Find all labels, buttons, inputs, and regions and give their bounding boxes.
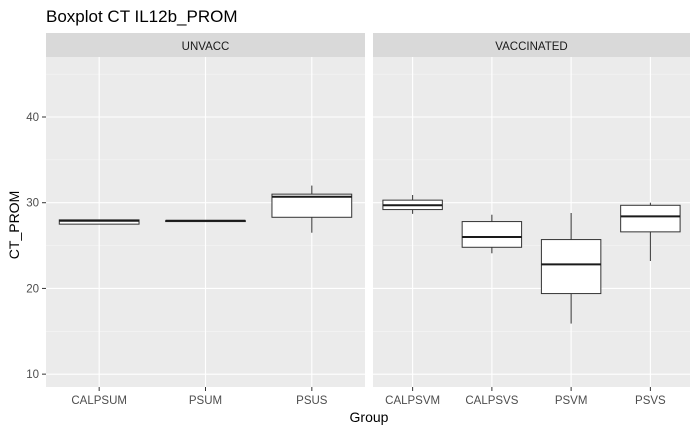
- x-tick-label: PSUS: [296, 395, 328, 407]
- box-psvs: [620, 202, 681, 261]
- x-tick-label: CALPSVS: [465, 395, 518, 407]
- box-iqr: [271, 193, 353, 218]
- box-calpsum: [58, 219, 140, 225]
- box-calpsvm: [382, 195, 443, 214]
- facet-strip-label: VACCINATED: [495, 41, 567, 53]
- box-psus: [271, 185, 353, 233]
- facet-strip: [373, 33, 690, 57]
- facet-panel-unvacc: UNVACC CALPSUM PSUM PSUS: [46, 33, 365, 407]
- y-tick-label: 10: [26, 369, 39, 381]
- y-axis-title: CT_PROM: [6, 191, 22, 259]
- box-calpsvs: [461, 214, 523, 254]
- facet-panels: UNVACC CALPSUM PSUM PSUS VACCINATED CALPSVM CA…: [26, 33, 690, 407]
- facet-strip: [46, 33, 365, 57]
- box-psvm: [540, 213, 602, 324]
- box-psum: [165, 219, 246, 223]
- y-tick-label: 20: [26, 283, 39, 295]
- facet-panel-vaccinated: VACCINATED CALPSVM CALPSVS PSVM PSVS: [373, 33, 690, 407]
- box-iqr: [540, 239, 602, 295]
- x-tick-label: CALPSVM: [385, 395, 440, 407]
- y-tick-label: 40: [26, 112, 39, 124]
- x-axis-title: Group: [350, 409, 389, 425]
- x-tick-label: CALPSUM: [71, 395, 127, 407]
- chart-title: Boxplot CT IL12b_PROM: [46, 7, 238, 26]
- facet-strip-label: UNVACC: [182, 41, 230, 53]
- x-tick-label: PSVS: [635, 395, 666, 407]
- box-iqr: [461, 221, 523, 248]
- y-tick-label: 30: [26, 198, 39, 210]
- x-tick-label: PSVM: [555, 395, 588, 407]
- box-iqr: [620, 204, 681, 233]
- x-tick-label: PSUM: [189, 395, 222, 407]
